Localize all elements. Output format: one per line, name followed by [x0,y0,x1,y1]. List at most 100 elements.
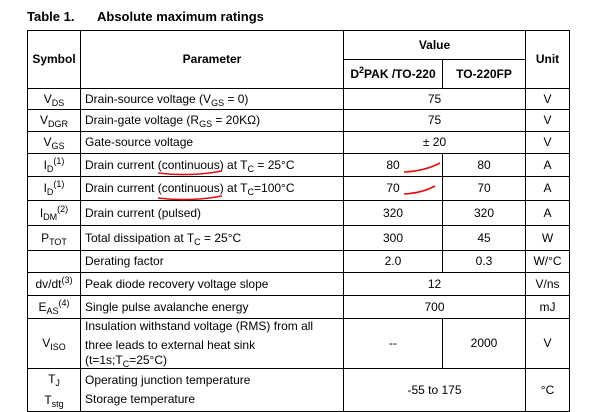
text-run: P [41,230,50,245]
parameter-cell: Drain current (continuous) at TC = 25°C [80,153,344,177]
symbol-cell: VGS [27,131,81,154]
unit-cell: A [525,153,571,177]
value-cell: 12 [342,272,527,296]
subscript: GS [199,119,213,129]
text-run: = 20KΩ) [212,113,261,127]
text-run: Total dissipation at T [85,230,195,245]
value-cell: 80 [441,153,527,177]
subscript: C [247,163,255,174]
text-run: dv/dt [35,276,62,291]
symbol-cell: dv/dt(3) [27,272,81,296]
text-run: I [39,205,44,220]
text-run: Drain-gate voltage (R [85,113,200,127]
text-line: Operating junction temperature [85,373,339,388]
unit-cell: V/ns [525,272,571,296]
unit-cell: V [525,131,571,154]
subscript: ISO [50,342,66,352]
subscript: D [46,187,54,197]
subscript: J [55,378,60,388]
text-line: Total dissipation at TC = 25°C [85,230,339,247]
text-run: I [43,181,47,195]
text-line: three leads to external heat sink (t=1s;… [85,338,339,369]
subscript: TOT [49,236,67,247]
value-cell: -55 to 175 [342,368,527,412]
table-row: V ISO Insulation withstand voltage (RMS) f… [27,318,571,369]
text-run: Operating junction temperature [85,373,251,387]
text-run: Drain-source voltage (V [85,91,212,106]
text-line: VDGR [32,113,76,129]
subscript: DM [43,211,58,222]
parameter-cell: Single pulse avalanche energy [80,295,344,319]
text-line: Derating factor [85,254,339,269]
text-line: Drain current (pulsed) [85,206,339,221]
table-row: Derating factor 2.0 0.3 W/°C [27,250,571,273]
value-cell: 320 [343,200,443,226]
text-run: Insulation withstand voltage (RMS) from … [85,319,314,333]
symbol-cell: ID(1) [27,176,81,201]
unit-cell: V [525,109,571,132]
table-row: VDGR Drain-gate voltage (RGS = 20KΩ) 75 V [27,109,571,132]
text-run: V [43,135,52,149]
text-run: Drain current (continuous) at T [85,157,248,172]
text-run: TO-220FP [456,66,512,81]
value-cell: 2000 [441,318,527,369]
superscript: (3) [61,274,73,285]
text-line: Drain current (continuous) at TC = 25°C [85,157,339,174]
value-cell: 0.3 [441,250,527,273]
symbol-cell: PTOT [27,225,81,251]
text-run: =25°C) [129,353,168,367]
table-row: dv/dt(3) Peak diode recovery voltage slop… [27,272,571,296]
unit-cell: W/°C [525,250,571,273]
text-line: Storage temperature [85,392,339,407]
text-run: V [43,91,52,106]
text-run: Derating factor [85,254,164,268]
text-run: Storage temperature [85,392,196,406]
parameter-cell: Drain current (continuous) at TC=100°C [80,176,344,201]
subscript: DS [51,97,65,108]
text-line: VGS [32,135,76,151]
value-cell: 75 [342,88,527,110]
parameter-cell: Derating factor [80,250,344,273]
symbol-cell: EAS(4) [27,295,81,319]
text-run: I [43,157,47,172]
text-run: Peak diode recovery voltage slope [85,276,269,291]
text-line: PTOT [32,230,76,247]
text-run: Drain current (pulsed) [85,205,202,220]
subscript: C [247,187,255,197]
symbol-cell: ID(1) [27,153,81,177]
superscript: (1) [53,155,65,166]
text-run: Single pulse avalanche energy [85,299,249,314]
unit-cell: V [525,88,571,110]
text-line: Drain-gate voltage (RGS = 20KΩ) [85,113,339,129]
superscript: 2 [359,64,365,75]
parameter-cell: Peak diode recovery voltage slope [80,272,344,296]
symbol-cell: TJ Tstg [27,368,81,412]
unit-cell: V [525,318,571,369]
text-line: VDS [32,91,76,108]
symbol-cell: VDGR [27,109,81,132]
superscript: (4) [58,297,70,308]
unit-cell: mJ [525,295,571,319]
text-run: T [44,393,52,407]
parameter-cell: Gate-source voltage [80,131,344,154]
unit-cell: A [525,176,571,201]
table-row: EAS(4) Single pulse avalanche energy 700 mJ [27,295,571,319]
parameter-cell: Insulation withstand voltage (RMS) from … [80,318,344,369]
text-run: D [350,66,360,81]
subscript: GS [51,141,65,151]
text-run: =100°C [254,181,295,195]
text-run: Drain current (continuous) at T [85,181,248,195]
text-line: Peak diode recovery voltage slope [85,277,339,292]
value-cell: 70 [441,176,527,201]
header-value: Value [342,30,527,60]
superscript: (1) [53,179,65,189]
value-cell: ± 20 [342,131,527,154]
text-line: ID(1) [32,179,76,197]
text-run: Gate-source voltage [85,135,194,149]
table-title: Table 1. Absolute maximum ratings [27,9,264,24]
value-cell: 300 [343,225,443,251]
subscript: C [122,359,130,369]
subscript: stg [51,399,64,409]
subheader: TO-220FP [441,59,527,89]
subscript: DGR [48,119,68,129]
